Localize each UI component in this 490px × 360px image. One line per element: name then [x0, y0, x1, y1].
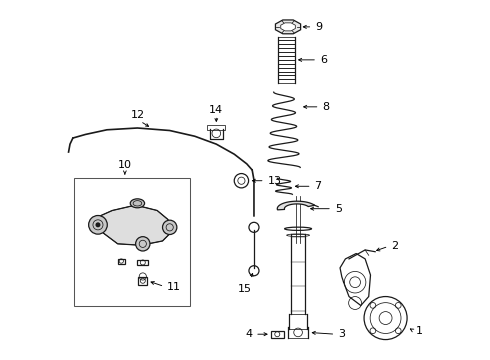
Bar: [278, 52, 295, 56]
Polygon shape: [277, 201, 315, 210]
Bar: [118, 259, 125, 264]
Text: 6: 6: [320, 55, 327, 65]
Polygon shape: [281, 23, 295, 31]
Bar: [207, 126, 225, 130]
Bar: [138, 277, 147, 285]
Bar: [278, 72, 295, 75]
Text: 3: 3: [338, 329, 345, 339]
Bar: [278, 75, 295, 79]
Circle shape: [89, 216, 107, 234]
Circle shape: [163, 220, 177, 234]
Bar: [278, 40, 295, 44]
Text: 1: 1: [416, 325, 423, 336]
Text: 11: 11: [167, 282, 181, 292]
Text: 2: 2: [392, 241, 398, 251]
Text: 10: 10: [118, 160, 132, 170]
Polygon shape: [275, 20, 301, 34]
Bar: [74, 178, 190, 306]
Text: 9: 9: [315, 22, 322, 32]
Text: 8: 8: [322, 102, 330, 112]
Polygon shape: [96, 205, 172, 245]
Bar: [271, 330, 284, 338]
Text: 5: 5: [335, 204, 342, 214]
Text: 12: 12: [130, 110, 145, 120]
Bar: [278, 56, 295, 60]
Bar: [278, 44, 295, 48]
Bar: [278, 68, 295, 72]
Text: 4: 4: [245, 329, 252, 339]
Bar: [278, 48, 295, 52]
Text: 14: 14: [209, 105, 223, 115]
Text: 15: 15: [238, 284, 252, 294]
Text: 7: 7: [315, 181, 322, 191]
Text: 13: 13: [268, 176, 282, 186]
Bar: [278, 37, 295, 40]
Bar: [278, 60, 295, 64]
Circle shape: [136, 237, 150, 251]
Bar: [137, 260, 148, 265]
Bar: [278, 79, 295, 83]
Ellipse shape: [130, 199, 145, 208]
Bar: [278, 64, 295, 68]
Circle shape: [96, 223, 100, 226]
